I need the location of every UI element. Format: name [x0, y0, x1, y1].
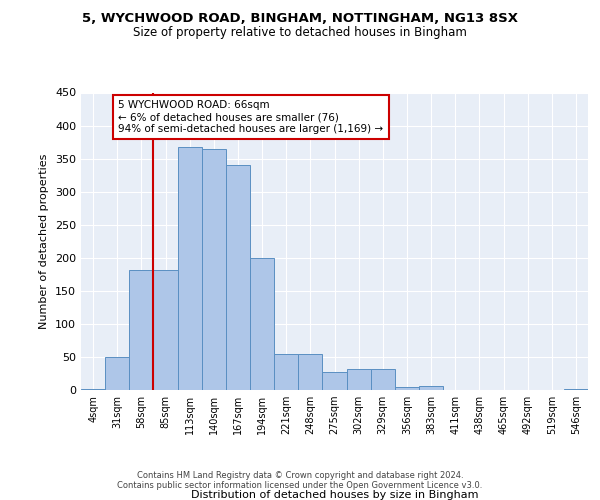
Bar	[564, 388, 588, 390]
Bar	[322, 372, 347, 390]
Bar	[202, 148, 226, 390]
Bar	[298, 354, 322, 390]
Bar	[274, 354, 298, 390]
Bar	[178, 148, 202, 390]
Bar	[347, 369, 371, 390]
Text: Size of property relative to detached houses in Bingham: Size of property relative to detached ho…	[133, 26, 467, 39]
Text: 5 WYCHWOOD ROAD: 66sqm
← 6% of detached houses are smaller (76)
94% of semi-deta: 5 WYCHWOOD ROAD: 66sqm ← 6% of detached …	[118, 100, 383, 134]
Text: Contains HM Land Registry data © Crown copyright and database right 2024.
Contai: Contains HM Land Registry data © Crown c…	[118, 470, 482, 490]
Bar	[250, 258, 274, 390]
Bar	[371, 369, 395, 390]
Bar	[154, 270, 178, 390]
Bar	[105, 357, 129, 390]
Bar	[395, 386, 419, 390]
Bar	[129, 270, 154, 390]
Bar	[226, 165, 250, 390]
X-axis label: Distribution of detached houses by size in Bingham: Distribution of detached houses by size …	[191, 490, 478, 500]
Y-axis label: Number of detached properties: Number of detached properties	[40, 154, 49, 329]
Text: 5, WYCHWOOD ROAD, BINGHAM, NOTTINGHAM, NG13 8SX: 5, WYCHWOOD ROAD, BINGHAM, NOTTINGHAM, N…	[82, 12, 518, 26]
Bar	[419, 386, 443, 390]
Bar	[81, 388, 105, 390]
